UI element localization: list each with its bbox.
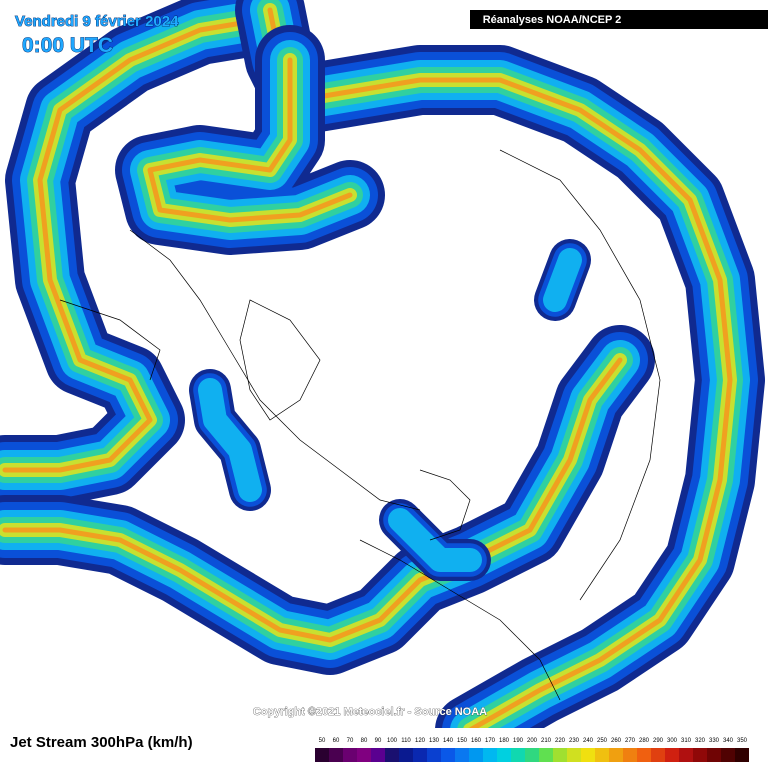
legend-label: 290	[653, 738, 664, 744]
legend-swatch	[735, 748, 749, 762]
legend-swatch	[665, 748, 679, 762]
legend-label: 220	[555, 738, 566, 744]
legend-label: 190	[513, 738, 524, 744]
legend-swatch	[637, 748, 651, 762]
legend-swatch	[707, 748, 721, 762]
footer-title: Jet Stream 300hPa (km/h)	[10, 734, 193, 751]
legend-swatch	[315, 748, 329, 762]
legend-swatch	[581, 748, 595, 762]
jet-band	[147, 57, 353, 223]
legend-label: 50	[319, 738, 326, 744]
legend-swatch	[623, 748, 637, 762]
time: 0:00 UTC	[22, 34, 113, 57]
legend-swatch	[385, 748, 399, 762]
jet-band	[543, 248, 582, 312]
legend-label: 330	[709, 738, 720, 744]
legend-swatch	[553, 748, 567, 762]
jet-band	[388, 508, 482, 572]
legend-swatch	[329, 748, 343, 762]
legend-label: 100	[387, 738, 398, 744]
legend-swatch	[721, 748, 735, 762]
legend-label: 340	[723, 738, 734, 744]
jet-band	[267, 7, 733, 733]
date: Vendredi 9 février 2024	[15, 13, 179, 30]
legend-swatch	[609, 748, 623, 762]
copyright: Copyright ©2021 Meteociel.fr - Source NO…	[253, 706, 487, 718]
legend-swatch	[483, 748, 497, 762]
legend-swatch	[567, 748, 581, 762]
legend-label: 180	[499, 738, 510, 744]
legend-label: 160	[471, 738, 482, 744]
legend-label: 270	[625, 738, 636, 744]
legend-swatch	[511, 748, 525, 762]
legend-label: 210	[541, 738, 552, 744]
legend-swatch	[525, 748, 539, 762]
legend: 50 60 70 80 90 100 110 120 130 140 150 160 170 180 190…	[315, 738, 749, 762]
legend-label: 280	[639, 738, 650, 744]
legend-swatch	[343, 748, 357, 762]
legend-label: 310	[681, 738, 692, 744]
legend-label: 260	[611, 738, 622, 744]
legend-label: 300	[667, 738, 678, 744]
legend-swatch	[693, 748, 707, 762]
legend-swatch	[595, 748, 609, 762]
legend-label: 90	[375, 738, 382, 744]
legend-swatch	[371, 748, 385, 762]
jet-band	[2, 357, 623, 643]
legend-swatch	[469, 748, 483, 762]
legend-label: 60	[333, 738, 340, 744]
source-badge: Réanalyses NOAA/NCEP 2	[483, 14, 622, 26]
legend-swatch	[441, 748, 455, 762]
legend-label: 150	[457, 738, 468, 744]
legend-label: 320	[695, 738, 706, 744]
legend-swatch	[455, 748, 469, 762]
legend-label: 170	[485, 738, 496, 744]
legend-label: 70	[347, 738, 354, 744]
legend-swatch	[679, 748, 693, 762]
coastlines	[59, 149, 661, 701]
legend-label: 80	[361, 738, 368, 744]
legend-label: 350	[737, 738, 748, 744]
legend-label: 120	[415, 738, 426, 744]
legend-swatch	[413, 748, 427, 762]
legend-label: 240	[583, 738, 594, 744]
legend-swatch	[427, 748, 441, 762]
legend-label: 110	[401, 738, 411, 744]
badge-bg	[470, 10, 768, 29]
legend-label: 250	[597, 738, 608, 744]
legend-swatch	[357, 748, 371, 762]
legend-swatch	[399, 748, 413, 762]
legend-label: 140	[443, 738, 454, 744]
legend-label: 200	[527, 738, 538, 744]
legend-label: 230	[569, 738, 580, 744]
jet-band	[198, 378, 262, 502]
legend-label: 130	[429, 738, 440, 744]
legend-swatch	[497, 748, 511, 762]
jet-band	[2, 17, 263, 473]
legend-swatch	[539, 748, 553, 762]
legend-swatch	[651, 748, 665, 762]
